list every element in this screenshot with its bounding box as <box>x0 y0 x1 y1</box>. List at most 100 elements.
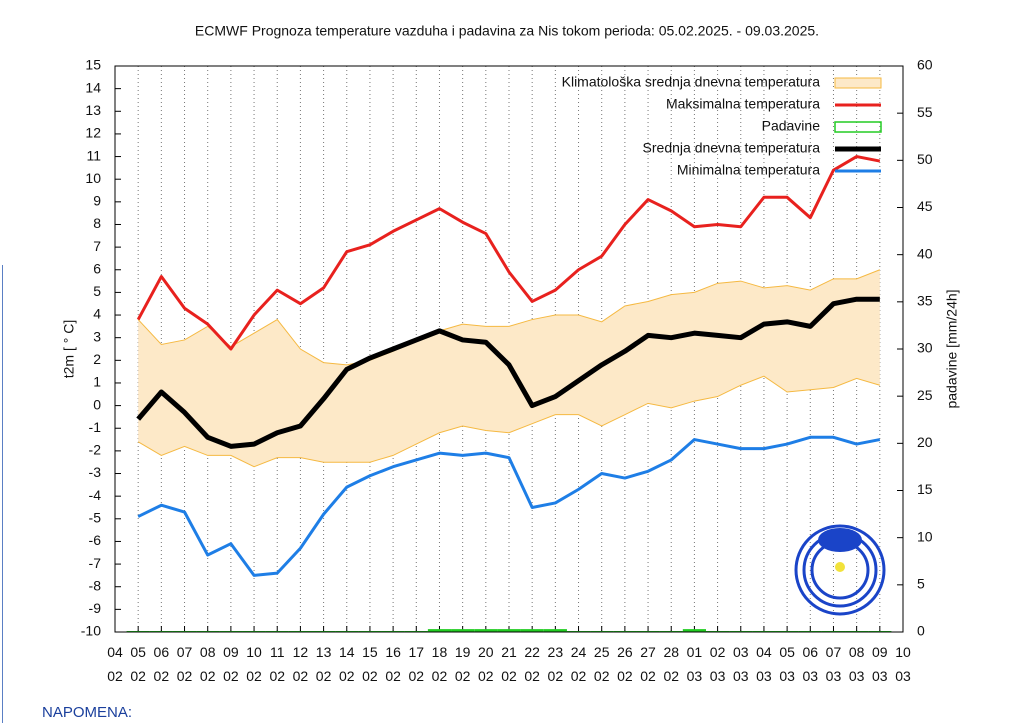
y-tick-label: 13 <box>85 102 101 118</box>
x-tick-label: 27 02 <box>640 644 656 684</box>
x-tick-label: 11 02 <box>269 644 286 684</box>
legend-swatch <box>834 77 882 89</box>
x-tick-label: 13 02 <box>315 644 332 684</box>
x-tick-label: 24 02 <box>570 644 587 684</box>
legend-label: Srednja dnevna temperatura <box>643 140 821 156</box>
frame-edge <box>2 265 3 723</box>
y2-tick-label: 25 <box>917 387 933 403</box>
y-tick-label: 9 <box>93 193 101 209</box>
y-tick-label: 11 <box>86 147 101 163</box>
x-tick-label: 10 03 <box>895 644 911 684</box>
bar <box>543 629 567 632</box>
y-tick-label: -10 <box>81 623 101 639</box>
chart-title: ECMWF Prognoza temperature vazduha i pad… <box>195 23 819 39</box>
x-tick-label: 08 02 <box>199 644 216 684</box>
y-tick-label: 2 <box>93 351 101 367</box>
plot-frame <box>114 65 904 633</box>
y2-axis-label: padavine [mm/24h] <box>944 289 960 408</box>
x-tick-label: 21 02 <box>501 644 517 684</box>
x-tick-label: 04 02 <box>107 644 123 684</box>
y-tick-label: 6 <box>93 260 101 276</box>
y-tick-label: -4 <box>89 487 102 503</box>
bar <box>520 629 544 632</box>
x-tick-label: 08 03 <box>848 644 865 684</box>
y-tick-label: 12 <box>85 125 101 141</box>
x-tick-label: 03 03 <box>732 644 749 684</box>
x-tick-label: 28 02 <box>663 644 680 684</box>
y2-tick-label: 40 <box>917 245 933 261</box>
y-tick-label: -5 <box>89 510 102 526</box>
band-lower <box>137 375 880 468</box>
y-tick-label: -1 <box>89 419 102 435</box>
y-tick-label: 15 <box>85 57 101 73</box>
x-tick-label: 06 02 <box>153 644 170 684</box>
y2-tick-label: 15 <box>917 481 933 497</box>
x-tick-label: 22 02 <box>524 644 540 684</box>
chart: ECMWF Prognoza temperature vazduha i pad… <box>61 23 960 639</box>
y-tick-label: -9 <box>89 600 102 616</box>
y2-tick-label: 50 <box>917 151 933 167</box>
y2-tick-label: 20 <box>917 434 933 450</box>
y2-tick-label: 0 <box>917 623 925 639</box>
x-tick-label: 07 02 <box>176 644 193 684</box>
x-tick-label: 12 02 <box>292 644 309 684</box>
y-tick-label: -2 <box>89 442 102 458</box>
y2-tick-label: 30 <box>917 340 933 356</box>
y2-tick-label: 45 <box>917 198 933 214</box>
y2-tick-label: 60 <box>917 57 933 73</box>
x-tick-label: 06 03 <box>802 644 819 684</box>
y-tick-label: -7 <box>89 555 102 571</box>
y2-tick-label: 10 <box>917 528 933 544</box>
legend-label: Minimalna temperatura <box>677 162 820 178</box>
line <box>137 435 881 577</box>
x-tick-label: 18 02 <box>431 644 448 684</box>
y-tick-label: 1 <box>93 374 101 390</box>
x-tick-label: 15 02 <box>362 644 378 684</box>
y-tick-label: 4 <box>93 306 101 322</box>
bar <box>682 629 706 632</box>
x-tick-label: 26 02 <box>617 644 633 684</box>
y2-tick-label: 55 <box>917 104 933 120</box>
x-tick-label: 23 02 <box>547 644 564 684</box>
bar <box>427 629 452 632</box>
y2-tick-label: 35 <box>917 293 933 309</box>
y-tick-label: 5 <box>93 283 101 299</box>
note: NAPOMENA: <box>42 704 133 721</box>
y2-tick-label: 5 <box>917 576 925 592</box>
x-tick-label: 19 02 <box>454 644 471 684</box>
x-tick-label: 09 03 <box>872 644 888 684</box>
x-tick-label: 20 02 <box>478 644 494 684</box>
x-tick-label: 16 02 <box>385 644 401 684</box>
y-tick-label: 3 <box>93 328 101 344</box>
x-tick-label: 14 02 <box>338 644 355 684</box>
y-tick-label: -8 <box>89 577 102 593</box>
y-axis-label: t2m [ ° C] <box>61 320 77 379</box>
logo <box>794 524 886 616</box>
x-tick-label: 07 03 <box>825 644 842 684</box>
band-upper <box>137 269 881 366</box>
line <box>136 296 880 449</box>
x-tick-label: 05 03 <box>779 644 795 684</box>
bar <box>497 629 521 632</box>
x-tick-label: 05 02 <box>130 644 146 684</box>
x-tick-label: 02 03 <box>709 644 726 684</box>
x-tick-label: 17 02 <box>408 644 425 684</box>
bar <box>451 629 475 632</box>
legend-label: Padavine <box>762 118 821 134</box>
x-tick-label: 10 02 <box>246 644 262 684</box>
x-tick-label: 04 03 <box>756 644 772 684</box>
y-tick-label: -6 <box>89 532 102 548</box>
x-tick-label: 01 03 <box>686 644 703 684</box>
bar <box>474 629 498 632</box>
y-tick-label: 7 <box>93 238 101 254</box>
x-tick-label: 09 02 <box>223 644 239 684</box>
legend-swatch <box>834 121 882 133</box>
legend-label: Klimatološka srednja dnevna temperatura <box>562 74 821 90</box>
y-tick-label: 10 <box>85 170 101 186</box>
line <box>136 155 881 351</box>
y-tick-label: 14 <box>85 79 101 95</box>
y-tick-label: -3 <box>89 464 102 480</box>
y-tick-label: 0 <box>93 396 101 412</box>
y-tick-label: 8 <box>93 215 101 231</box>
